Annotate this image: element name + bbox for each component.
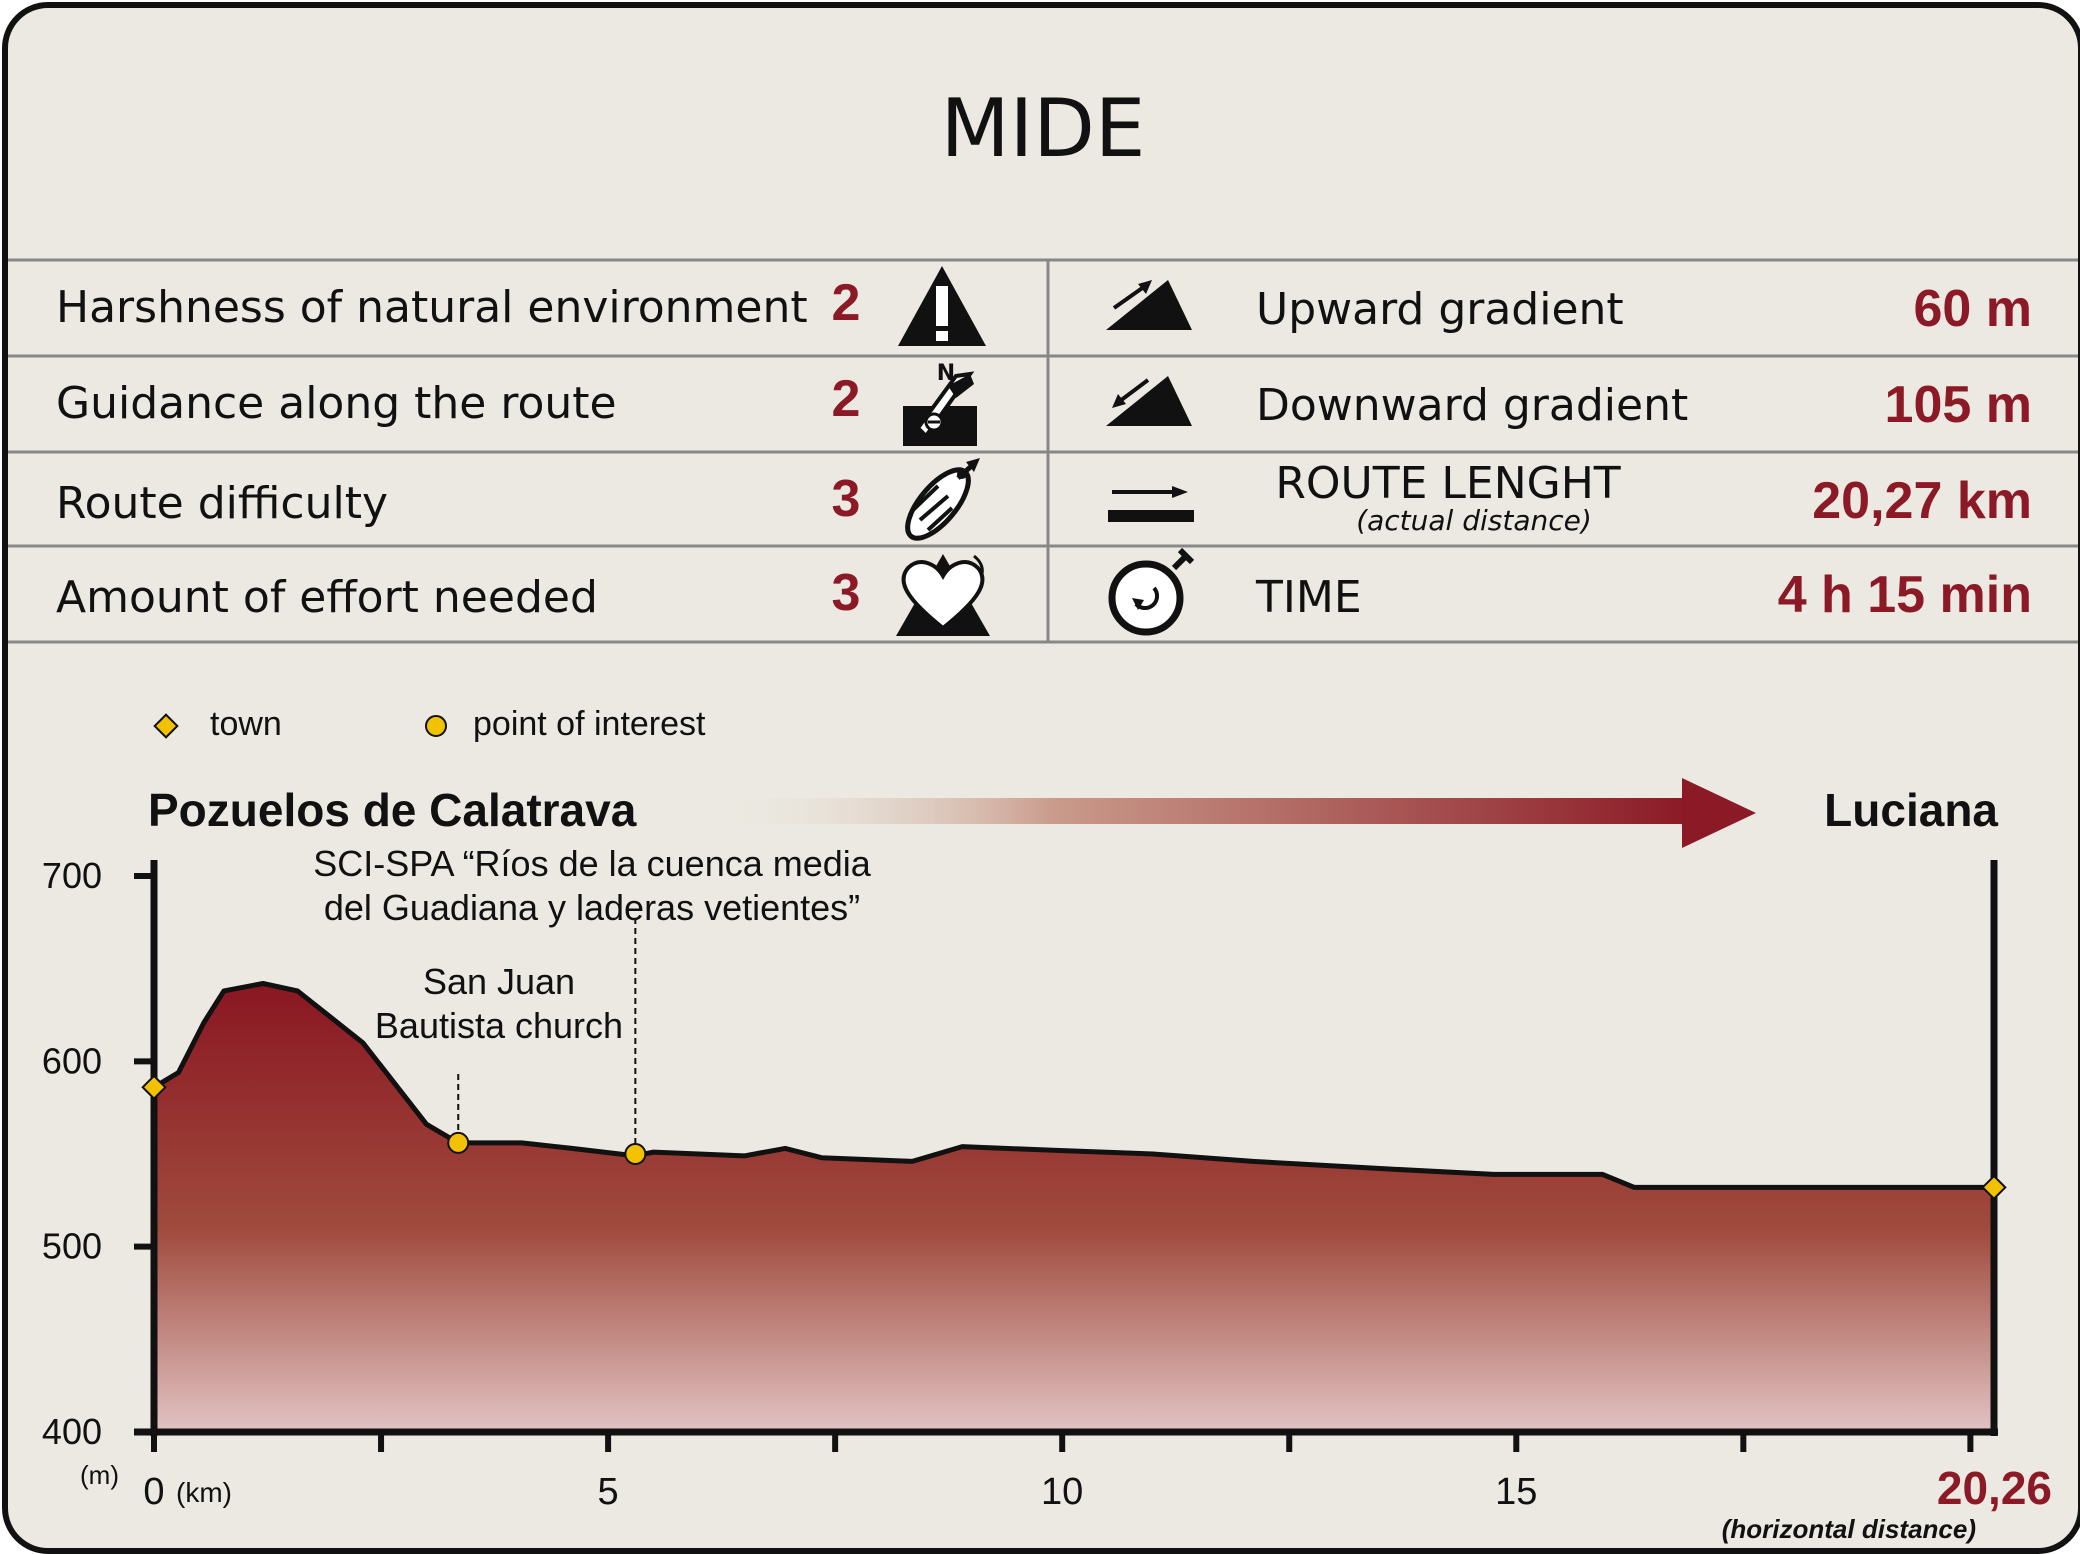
x-tick-label: 0 [143, 1471, 164, 1513]
warning-triangle-icon [898, 266, 986, 346]
harshness-value: 2 [832, 274, 861, 332]
town-marker [1981, 1174, 2007, 1201]
length-value: 20,27 km [1812, 472, 2032, 530]
poi-label: SCI-SPA “Ríos de la cuenca media [313, 843, 872, 884]
poi-leaders [457, 918, 637, 1144]
upward-value: 60 m [1913, 280, 2032, 338]
y-tick-label: 600 [42, 1040, 102, 1081]
x-tick-label: 15 [1495, 1471, 1537, 1513]
x-end-label: 20,26 [1937, 1462, 2052, 1514]
poi-label: San Juan [423, 961, 575, 1002]
compass-signpost-icon: N [903, 361, 977, 446]
start-town-label: Pozuelos de Calatrava [148, 784, 637, 836]
y-tick-label: 400 [42, 1411, 102, 1452]
route-markers [141, 1074, 2007, 1201]
elevation-profile-line [152, 981, 1994, 1190]
mide-table-grid [8, 258, 2078, 644]
footprint-icon [905, 458, 980, 541]
poi-label: del Guadiana y laderas vetientes” [324, 887, 860, 928]
y-ticks: 700 600 500 400 [42, 855, 154, 1452]
poi-marker [447, 1131, 470, 1154]
harshness-label: Harshness of natural environment [56, 282, 808, 333]
downward-value: 105 m [1885, 376, 2032, 434]
y-tick-label: 700 [42, 855, 102, 896]
y-tick-label: 500 [42, 1226, 102, 1267]
legend-town-marker [153, 713, 179, 739]
x-tick-label: 10 [1041, 1471, 1083, 1513]
x-tick-label: 5 [598, 1471, 619, 1513]
effort-label: Amount of effort needed [56, 572, 598, 623]
town-marker [141, 1074, 167, 1101]
time-value: 4 h 15 min [1778, 566, 2032, 624]
direction-arrow-shaft [718, 798, 1688, 824]
mide-left-rows: Harshness of natural environment 2 Guida… [56, 274, 860, 623]
downward-label: Downward gradient [1256, 380, 1688, 431]
legend: town point of interest [153, 705, 706, 743]
elevation-area [154, 983, 1994, 1432]
svg-text:N: N [937, 361, 955, 386]
upward-label: Upward gradient [1256, 284, 1624, 335]
y-unit-label: (m) [80, 1460, 119, 1490]
poi-label: Bautista church [375, 1005, 623, 1046]
time-label: TIME [1255, 572, 1362, 623]
length-label: ROUTE LENGHT [1275, 458, 1620, 509]
direction-arrow-head [1682, 778, 1756, 848]
downward-slope-icon [1106, 376, 1192, 426]
effort-value: 3 [832, 564, 861, 622]
length-sublabel: (actual distance) [1356, 504, 1592, 537]
difficulty-label: Route difficulty [56, 478, 388, 529]
legend-town-label: town [210, 705, 282, 743]
heart-mountain-icon [896, 554, 990, 636]
stopwatch-icon [1108, 547, 1195, 636]
guidance-value: 2 [832, 370, 861, 428]
mide-right-rows: Upward gradient 60 m Downward gradient 1… [1255, 280, 2032, 624]
x-unit-label: (km) [176, 1477, 232, 1508]
end-town-label: Luciana [1824, 784, 1998, 836]
distance-arrow-icon [1108, 486, 1194, 522]
route-direction-banner: Pozuelos de Calatrava Luciana [148, 778, 1998, 848]
legend-poi-marker [425, 715, 447, 737]
legend-poi-label: point of interest [473, 705, 706, 743]
guidance-label: Guidance along the route [56, 378, 617, 429]
x-end-note: (horizontal distance) [1722, 1514, 1976, 1544]
upward-slope-icon [1106, 280, 1192, 330]
page-title: MIDE [941, 82, 1146, 175]
difficulty-value: 3 [832, 470, 861, 528]
mide-figure: MIDE Harshness of natural environment 2 … [8, 82, 2078, 1544]
poi-marker [624, 1143, 647, 1165]
x-ticks: 0 5 10 15 [143, 1432, 1974, 1513]
